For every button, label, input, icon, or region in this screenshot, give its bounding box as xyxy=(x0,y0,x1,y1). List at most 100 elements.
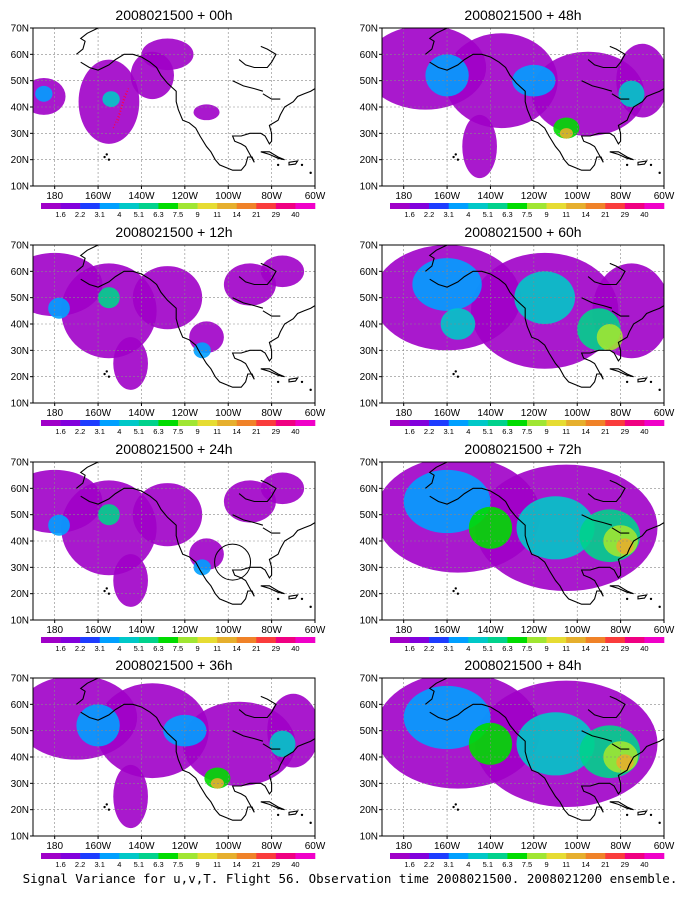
colorbar-label: 1.6 xyxy=(404,644,414,653)
colorbar-swatch xyxy=(295,637,316,643)
x-tick-label: 140W xyxy=(477,191,504,202)
colorbar-label: 9 xyxy=(195,644,199,653)
coastline xyxy=(262,527,281,534)
colorbar-label: 40 xyxy=(640,644,648,653)
panel-title: 2008021500 + 72h xyxy=(464,441,581,457)
island xyxy=(260,368,285,378)
y-tick-label: 70N xyxy=(11,674,29,685)
colorbar-label: 3.1 xyxy=(94,210,104,219)
colorbar-swatch xyxy=(527,420,547,426)
x-tick-label: 180 xyxy=(46,625,63,636)
colorbar-swatch xyxy=(41,853,61,859)
colorbar-label: 5.1 xyxy=(483,644,493,653)
island xyxy=(637,377,648,383)
y-tick-label: 40N xyxy=(11,320,29,331)
colorbar-swatch xyxy=(178,420,198,426)
lat-lon-grid xyxy=(382,678,664,836)
variance-blob xyxy=(618,80,645,107)
island xyxy=(288,160,299,166)
colorbar-label: 4 xyxy=(117,644,121,653)
y-tick-label: 60N xyxy=(11,50,29,61)
y-tick-label: 70N xyxy=(360,458,378,469)
colorbar: 1.6 2.2 3.1 4 5.1 6.3 7.5 9 11 14 21 29 40 xyxy=(390,637,665,653)
coastline xyxy=(581,297,613,309)
x-tick-label: 100W xyxy=(564,841,591,852)
island xyxy=(105,370,108,373)
colorbar-swatch xyxy=(275,203,296,209)
variance-field xyxy=(33,28,315,186)
coastline xyxy=(232,514,264,526)
colorbar-swatch xyxy=(487,853,508,859)
x-tick-label: 120W xyxy=(521,408,548,419)
colorbar-swatch xyxy=(119,637,140,643)
colorbar-swatch xyxy=(429,203,450,209)
x-tick-label: 100W xyxy=(564,408,591,419)
colorbar-label: 14 xyxy=(233,210,241,219)
island xyxy=(300,163,304,167)
colorbar-label: 40 xyxy=(291,860,299,869)
island xyxy=(456,375,460,378)
colorbar-label: 40 xyxy=(291,644,299,653)
colorbar-label: 7.5 xyxy=(173,644,183,653)
x-tick-label: 180 xyxy=(395,625,412,636)
island xyxy=(637,160,648,166)
x-tick-label: 100W xyxy=(215,408,242,419)
colorbar-label: 21 xyxy=(252,427,260,436)
island xyxy=(103,372,106,376)
x-tick-label: 140W xyxy=(128,625,155,636)
colorbar-label: 21 xyxy=(601,644,609,653)
x-tick-label: 180 xyxy=(395,191,412,202)
colorbar-swatch xyxy=(158,420,179,426)
colorbar-label: 5.1 xyxy=(134,860,144,869)
map-panel: 2008021500 + 00h 70N 60N 50N 40N 30N 20N 10N 180… xyxy=(11,7,326,219)
colorbar-label: 14 xyxy=(582,644,590,653)
lat-lon-grid xyxy=(382,245,664,403)
colorbar-swatch xyxy=(217,420,238,426)
y-tick-label: 30N xyxy=(11,779,29,790)
colorbar-label: 9 xyxy=(195,427,199,436)
x-tick-label: 120W xyxy=(521,191,548,202)
colorbar-swatch xyxy=(409,203,430,209)
panel-title: 2008021500 + 60h xyxy=(464,224,581,240)
coastline xyxy=(232,730,264,742)
colorbar-label: 11 xyxy=(213,210,221,219)
island xyxy=(309,171,312,175)
island xyxy=(309,388,312,392)
colorbar-swatch xyxy=(605,420,626,426)
colorbar-swatch xyxy=(605,637,626,643)
island xyxy=(300,380,304,384)
variance-blob xyxy=(412,258,482,311)
y-tick-label: 20N xyxy=(360,589,378,600)
x-tick-label: 120W xyxy=(521,625,548,636)
coastline xyxy=(238,479,277,503)
colorbar-swatch xyxy=(178,853,198,859)
y-tick-label: 10N xyxy=(11,182,29,193)
island xyxy=(260,151,285,161)
map-panel: 2008021500 + 60h 70N 60N 50N 40N 30N 20N 10N 180… xyxy=(360,224,675,436)
colorbar-label: 7.5 xyxy=(173,427,183,436)
island xyxy=(276,380,280,384)
variance-blob xyxy=(403,685,491,750)
coastline xyxy=(76,28,99,55)
coastlines xyxy=(76,245,315,388)
y-tick-label: 60N xyxy=(360,267,378,278)
colorbar-swatch xyxy=(390,637,410,643)
coastline xyxy=(587,695,626,719)
colorbar-swatch xyxy=(158,203,179,209)
coastline xyxy=(232,297,264,309)
colorbar-label: 21 xyxy=(601,210,609,219)
variance-blob xyxy=(516,712,595,776)
colorbar-swatch xyxy=(119,203,140,209)
colorbar-swatch xyxy=(138,420,159,426)
variance-field xyxy=(382,245,664,403)
colorbar-label: 11 xyxy=(213,644,221,653)
variance-blob xyxy=(95,683,209,779)
colorbar-swatch xyxy=(487,637,508,643)
variance-field xyxy=(33,678,315,836)
variance-field xyxy=(382,462,664,620)
colorbar-swatch xyxy=(99,420,120,426)
variance-blob xyxy=(516,496,595,560)
island xyxy=(103,805,106,809)
colorbar-swatch xyxy=(80,637,101,643)
colorbar-label: 6.3 xyxy=(153,427,163,436)
